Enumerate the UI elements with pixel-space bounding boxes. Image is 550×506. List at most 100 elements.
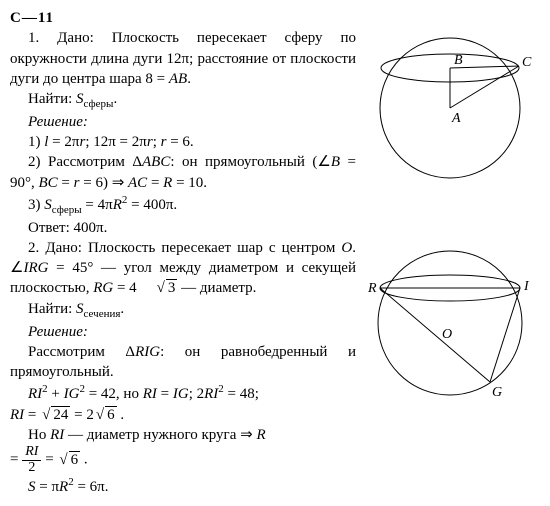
t: + xyxy=(48,386,64,402)
t: Но xyxy=(28,427,50,443)
sqrt-6a: √6 xyxy=(94,405,117,425)
t: RI xyxy=(50,427,64,443)
t: = xyxy=(58,175,74,191)
sqrt-6b: √6 xyxy=(57,450,80,470)
t: = 2π xyxy=(48,134,79,150)
t: O xyxy=(341,240,352,256)
label-R: R xyxy=(367,281,377,296)
t: Найти: xyxy=(28,301,76,317)
t: RIG xyxy=(135,344,160,360)
rad: 6 xyxy=(69,451,81,468)
t: RI xyxy=(28,386,42,402)
p1-find-sub: сферы xyxy=(84,98,114,110)
p2-step4: Но RI — диаметр нужного круга ⇒ R xyxy=(10,425,356,445)
t: — диаметр нужного круга ⇒ xyxy=(64,427,256,443)
t: = xyxy=(147,175,163,191)
t: = 6. xyxy=(166,134,193,150)
t: IRG xyxy=(23,260,48,276)
t: RI xyxy=(10,407,24,423)
p1-find-label: Найти: xyxy=(28,91,76,107)
p2-step3: RI = √24 = 2√6 . xyxy=(10,405,356,425)
p1-find-var: S xyxy=(76,91,84,107)
label-G: G xyxy=(492,385,502,400)
t: R xyxy=(113,197,122,213)
t: IG xyxy=(173,386,189,402)
t: = xyxy=(24,407,40,423)
t: сечения xyxy=(84,308,121,320)
t: . xyxy=(117,407,125,423)
t: R xyxy=(163,175,172,191)
t: = xyxy=(157,386,173,402)
label-B: B xyxy=(454,53,463,68)
p1-step2: 2) Рассмотрим ΔABC: он прямоугольный (∠B… xyxy=(10,152,356,193)
figure-2: R I G O xyxy=(360,238,540,445)
t: = 6) ⇒ xyxy=(79,175,128,191)
t: = 6π. xyxy=(74,479,109,495)
p1-dot: . xyxy=(187,71,191,87)
problem-1-text: 1. Дано: Плоскость пересекает сферу по о… xyxy=(10,28,356,238)
t: = 10. xyxy=(172,175,207,191)
fraction-RI-2: RI2 xyxy=(22,445,41,475)
rad: 6 xyxy=(105,406,117,423)
rad: 3 xyxy=(166,279,178,296)
section-header: С—11 xyxy=(10,8,540,28)
rad: 24 xyxy=(51,406,70,423)
t: = 4 xyxy=(113,280,136,296)
den: 2 xyxy=(22,461,41,476)
t: RI xyxy=(143,386,157,402)
figure-1: B C A xyxy=(360,28,540,238)
problem-1: 1. Дано: Плоскость пересекает сферу по о… xyxy=(10,28,540,238)
t: = π xyxy=(36,479,60,495)
p1-step3: 3) Sсферы = 4πR2 = 400π. xyxy=(10,193,356,218)
t: S xyxy=(44,197,52,213)
p2-step2: RI2 + IG2 = 42, но RI = IG; 2RI2 = 48; xyxy=(10,382,356,404)
t: ; xyxy=(153,134,161,150)
t: R xyxy=(256,427,265,443)
t: Рассмотрим Δ xyxy=(28,344,135,360)
label-C: C xyxy=(522,55,532,70)
t: S xyxy=(28,479,36,495)
t: B xyxy=(331,154,340,170)
t: 2. Дано: Плоскость пересекает шар с цент… xyxy=(28,240,341,256)
t: BC xyxy=(39,175,58,191)
t: = 48; xyxy=(224,386,259,402)
label-O: O xyxy=(442,327,452,342)
t: = 2 xyxy=(70,407,93,423)
t: . xyxy=(80,452,88,468)
t: 1) xyxy=(28,134,44,150)
p2-solution-label: Решение: xyxy=(10,322,356,342)
t: сферы xyxy=(52,204,82,216)
t: = 4π xyxy=(82,197,113,213)
t: : он прямоугольный (∠ xyxy=(170,154,331,170)
p1-find: Найти: Sсферы. xyxy=(10,89,356,112)
t: RI xyxy=(204,386,218,402)
p2-step1: Рассмотрим ΔRIG: он равнобедренный и пря… xyxy=(10,342,356,383)
num: RI xyxy=(22,445,41,461)
label-I: I xyxy=(523,279,530,294)
t: R xyxy=(59,479,68,495)
problem-2: 2. Дано: Плоскость пересекает шар с цент… xyxy=(10,238,540,445)
sphere-diagram-2: R I G O xyxy=(360,238,540,408)
t: 3) xyxy=(28,197,44,213)
t: = 400π. xyxy=(127,197,177,213)
p2-given: 2. Дано: Плоскость пересекает шар с цент… xyxy=(10,238,356,299)
sphere-diagram-1: B C A xyxy=(360,28,540,193)
p2-step5: = RI2 = √6 . xyxy=(10,445,540,475)
p2-find: Найти: Sсечения. xyxy=(10,299,356,322)
sqrt-24: √24 xyxy=(40,405,70,425)
sqrt-3: √3 xyxy=(137,278,178,298)
t: 2) Рассмотрим Δ xyxy=(28,154,142,170)
p1-ab: AB xyxy=(169,71,187,87)
t: ; 2 xyxy=(189,386,204,402)
p1-solution-label: Решение: xyxy=(10,112,356,132)
p1-given: 1. Дано: Плоскость пересекает сферу по о… xyxy=(10,28,356,89)
t: ABC xyxy=(142,154,170,170)
problem-2-text: 2. Дано: Плоскость пересекает шар с цент… xyxy=(10,238,356,445)
t: RG xyxy=(93,280,113,296)
t: = 42, но xyxy=(85,386,143,402)
t: S xyxy=(76,301,84,317)
label-A: A xyxy=(451,111,461,126)
p2-step6: S = πR2 = 6π. xyxy=(10,475,540,497)
t: AC xyxy=(128,175,147,191)
p1-step1: 1) l = 2πr; 12π = 2πr; r = 6. xyxy=(10,132,356,152)
